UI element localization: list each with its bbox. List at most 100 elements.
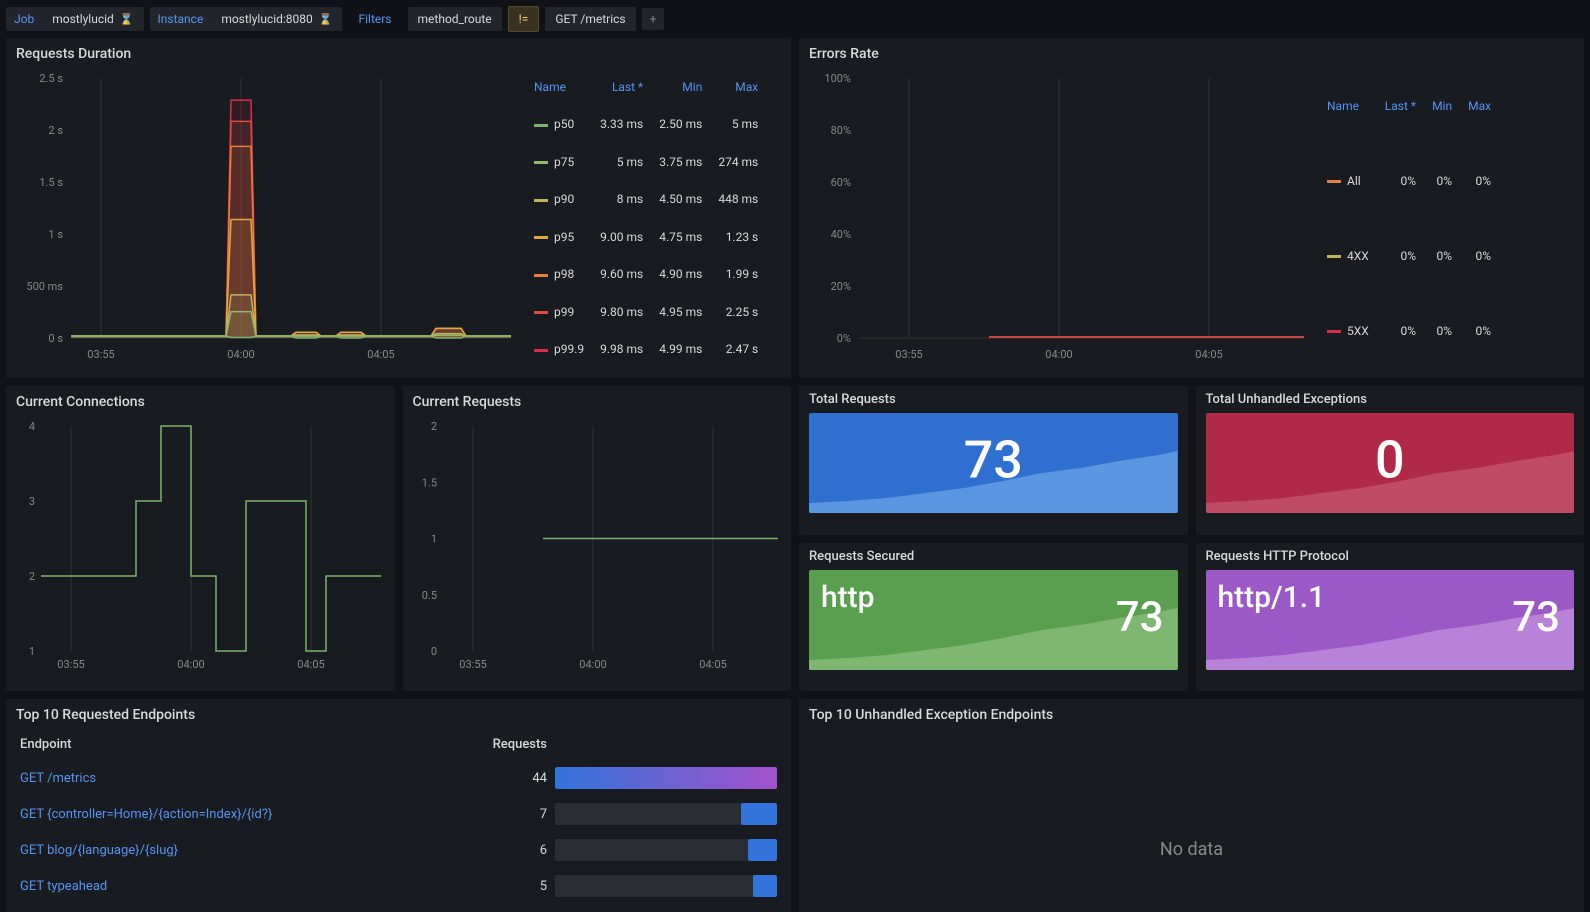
requests-secured-panel: Requests Secured http73	[799, 543, 1188, 692]
table-row[interactable]: GET {controller=Home}/{action=Index}/{id…	[16, 796, 781, 832]
close-icon[interactable]: ⌛	[319, 13, 333, 26]
svg-text:04:00: 04:00	[177, 658, 204, 671]
svg-text:04:05: 04:05	[699, 658, 726, 671]
errors-rate-legend: NameLast *MinMaxAll0%0%0%4XX0%0%0%5XX0%0…	[1319, 68, 1499, 368]
legend-row[interactable]: p989.60 ms4.90 ms1.99 s	[526, 256, 766, 294]
legend-row[interactable]: p503.33 ms2.50 ms5 ms	[526, 106, 766, 144]
current-requests-chart[interactable]: 0 0.5 1 1.5 2 03:55 04:00 04:05	[413, 416, 783, 676]
panel-title: Requests HTTP Protocol	[1206, 549, 1575, 564]
requests-protocol-panel: Requests HTTP Protocol http/1.173	[1196, 543, 1585, 692]
svg-text:04:05: 04:05	[297, 658, 324, 671]
top-endpoints-table: EndpointRequestsGET /metrics44GET {contr…	[16, 729, 781, 904]
table-row[interactable]: GET /metrics44	[16, 760, 781, 796]
job-filter[interactable]: Job mostlylucid ⌛	[6, 7, 144, 31]
svg-text:2: 2	[430, 420, 436, 433]
svg-text:0.5: 0.5	[421, 589, 436, 602]
svg-text:1: 1	[430, 533, 436, 546]
svg-text:2 s: 2 s	[48, 124, 63, 137]
errors-rate-panel: Errors Rate 0% 20% 40% 60% 80% 100% 03:55 04:00…	[799, 38, 1584, 378]
legend-header[interactable]: Min	[651, 68, 710, 106]
errors-rate-chart[interactable]: 0% 20% 40% 60% 80% 100% 03:55 04:00 04:05	[809, 68, 1309, 368]
legend-row[interactable]: p99.99.98 ms4.99 ms2.47 s	[526, 331, 766, 369]
top-endpoints-panel: Top 10 Requested Endpoints EndpointReque…	[6, 699, 791, 912]
filter-bar: Job mostlylucid ⌛ Instance mostlylucid:8…	[0, 0, 1590, 38]
top-exceptions-panel: Top 10 Unhandled Exception Endpoints No …	[799, 699, 1584, 912]
panel-title: Requests Duration	[16, 46, 781, 62]
svg-text:04:05: 04:05	[1195, 348, 1222, 361]
legend-row[interactable]: p755 ms3.75 ms274 ms	[526, 143, 766, 181]
svg-text:20%: 20%	[831, 280, 851, 293]
legend-header[interactable]: Max	[710, 68, 766, 106]
svg-text:1.5 s: 1.5 s	[39, 176, 63, 189]
legend-row[interactable]: 4XX0%0%0%	[1319, 218, 1499, 293]
svg-text:1 s: 1 s	[48, 228, 63, 241]
method-route-pill[interactable]: method_route	[408, 7, 502, 31]
legend-row[interactable]: 5XX0%0%0%	[1319, 293, 1499, 368]
panel-title: Top 10 Requested Endpoints	[16, 707, 781, 723]
legend-header[interactable]: Name	[1319, 68, 1377, 143]
legend-row[interactable]: p908 ms4.50 ms448 ms	[526, 181, 766, 219]
svg-text:60%: 60%	[831, 176, 851, 189]
legend-header[interactable]: Name	[526, 68, 592, 106]
svg-text:1.5: 1.5	[421, 476, 436, 489]
panel-title: Requests Secured	[809, 549, 1178, 564]
legend-header[interactable]: Max	[1460, 68, 1499, 143]
close-icon[interactable]: ⌛	[120, 13, 134, 26]
add-filter-button[interactable]: +	[642, 8, 665, 30]
no-data-message: No data	[809, 729, 1574, 860]
table-row[interactable]: GET blog/{language}/{slug}6	[16, 832, 781, 868]
legend-row[interactable]: All0%0%0%	[1319, 143, 1499, 218]
svg-text:3: 3	[29, 495, 35, 508]
svg-text:03:55: 03:55	[87, 348, 114, 361]
svg-text:1: 1	[29, 645, 35, 658]
current-requests-panel: Current Requests 0 0.5 1 1.5 2 03:55 04:00 04:0…	[403, 386, 792, 691]
filters-label: Filters	[348, 7, 401, 31]
panel-title: Errors Rate	[809, 46, 1574, 62]
table-header[interactable]: Requests	[448, 729, 551, 760]
svg-text:100%: 100%	[824, 72, 851, 85]
requests-duration-chart[interactable]: 0 s500 ms1 s1.5 s2 s2.5 s03:5504:0004:05	[16, 68, 516, 368]
job-value[interactable]: mostlylucid ⌛	[42, 7, 143, 31]
svg-text:2: 2	[29, 570, 35, 583]
panel-title: Total Requests	[809, 392, 1178, 407]
instance-filter[interactable]: Instance mostlylucid:8080 ⌛	[150, 7, 343, 31]
svg-text:0%: 0%	[837, 332, 851, 345]
table-row[interactable]: GET typeahead5	[16, 868, 781, 904]
panel-title: Current Connections	[16, 394, 385, 410]
legend-header[interactable]: Min	[1424, 68, 1460, 143]
svg-text:40%: 40%	[831, 228, 851, 241]
total-exceptions-panel: Total Unhandled Exceptions 0	[1196, 386, 1585, 535]
current-connections-chart[interactable]: 123403:5504:0004:05	[16, 416, 386, 676]
table-header[interactable]: Endpoint	[16, 729, 448, 760]
get-metrics-pill[interactable]: GET /metrics	[545, 7, 635, 31]
svg-text:04:00: 04:00	[579, 658, 606, 671]
instance-value[interactable]: mostlylucid:8080 ⌛	[211, 7, 342, 31]
svg-text:80%: 80%	[831, 124, 851, 137]
total-requests-stat[interactable]: 73	[809, 413, 1178, 513]
total-requests-panel: Total Requests 73	[799, 386, 1188, 535]
panel-title: Total Unhandled Exceptions	[1206, 392, 1575, 407]
svg-text:500 ms: 500 ms	[26, 280, 63, 293]
svg-text:0: 0	[430, 645, 436, 658]
instance-label: Instance	[150, 8, 212, 30]
requests-duration-legend: NameLast *MinMaxp503.33 ms2.50 ms5 msp75…	[526, 68, 766, 368]
svg-text:04:05: 04:05	[367, 348, 394, 361]
total-exceptions-stat[interactable]: 0	[1206, 413, 1575, 513]
legend-header[interactable]: Last *	[592, 68, 651, 106]
legend-header[interactable]: Last *	[1377, 68, 1424, 143]
svg-text:03:55: 03:55	[459, 658, 486, 671]
panel-title: Top 10 Unhandled Exception Endpoints	[809, 707, 1574, 723]
requests-secured-stat[interactable]: http73	[809, 570, 1178, 670]
svg-text:04:00: 04:00	[227, 348, 254, 361]
svg-text:03:55: 03:55	[57, 658, 84, 671]
svg-text:04:00: 04:00	[1045, 348, 1072, 361]
current-connections-panel: Current Connections 123403:5504:0004:05	[6, 386, 395, 691]
legend-row[interactable]: p999.80 ms4.95 ms2.25 s	[526, 293, 766, 331]
requests-duration-panel: Requests Duration 0 s500 ms1 s1.5 s2 s2.…	[6, 38, 791, 378]
svg-text:0 s: 0 s	[48, 332, 63, 345]
panel-title: Current Requests	[413, 394, 782, 410]
svg-text:03:55: 03:55	[895, 348, 922, 361]
requests-protocol-stat[interactable]: http/1.173	[1206, 570, 1575, 670]
legend-row[interactable]: p959.00 ms4.75 ms1.23 s	[526, 218, 766, 256]
ne-pill[interactable]: !=	[508, 6, 540, 32]
